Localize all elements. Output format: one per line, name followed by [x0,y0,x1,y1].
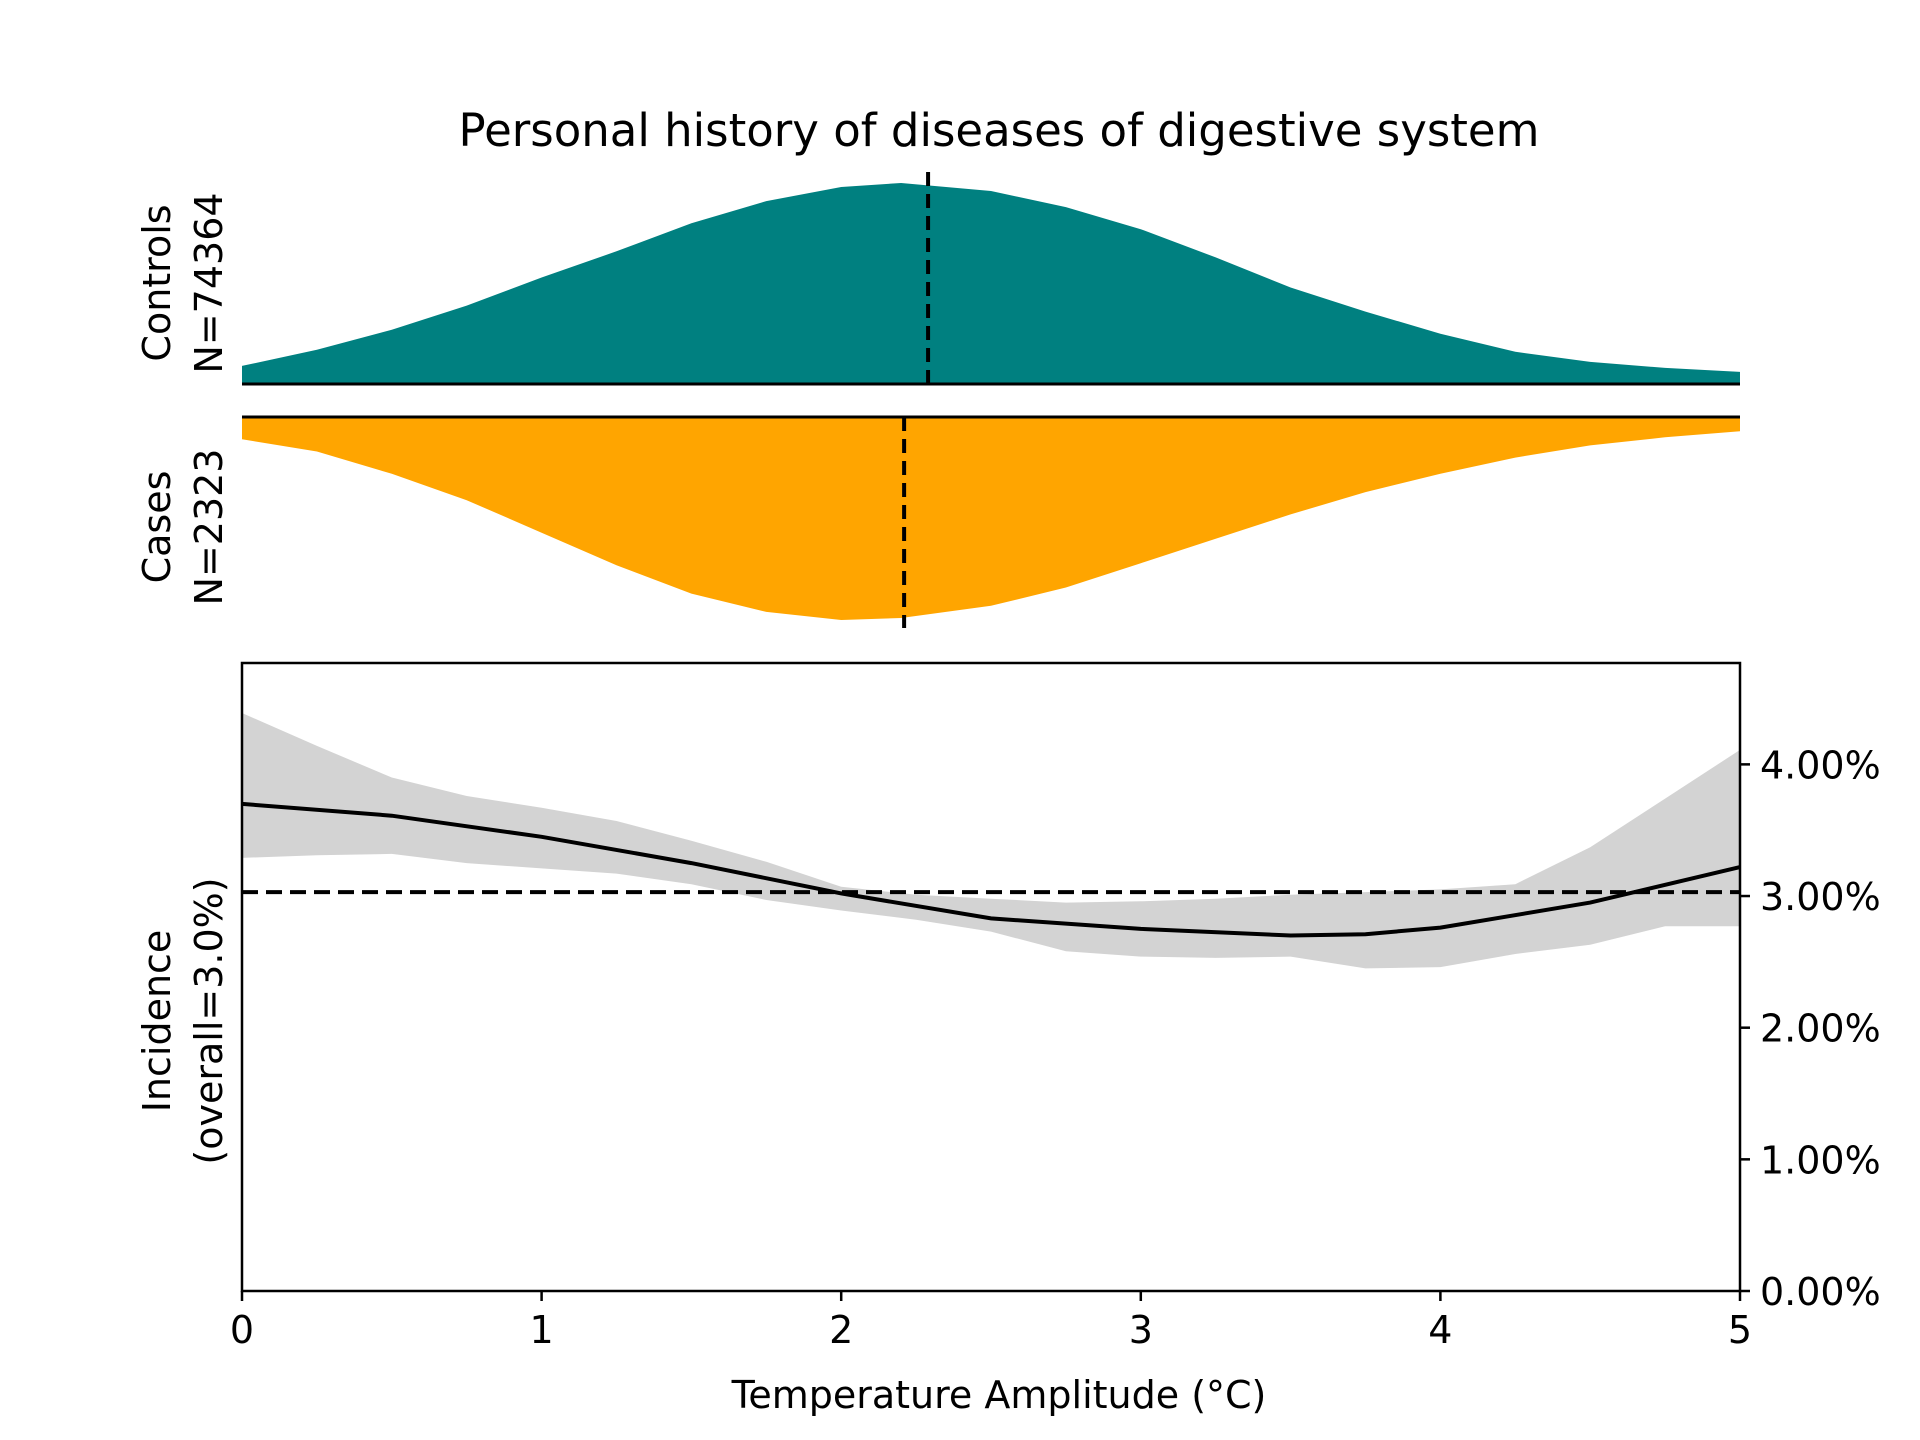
incidence-ylabel-line1: Incidence [135,930,179,1113]
confidence-band [242,713,1740,969]
controls-ylabel-line2: N=74364 [187,192,231,373]
cases-panel: Cases N=2323 [135,415,1740,628]
y-tick-label: 3.00% [1760,875,1881,919]
y-tick-label: 2.00% [1760,1007,1881,1051]
x-tick-label: 0 [230,1308,254,1352]
x-tick-label: 3 [1129,1308,1153,1352]
x-tick-label: 5 [1728,1308,1752,1352]
x-tick-label: 1 [530,1308,554,1352]
cases-density-area [242,417,1740,620]
incidence-panel: 0 1 2 3 4 5 0.00% 1.00% 2.00% 3.00% 4.00% Inciden… [135,661,1881,1417]
y-tick-label: 4.00% [1760,743,1881,787]
controls-density-area [242,183,1740,384]
controls-panel: Controls N=74364 [135,172,1740,386]
y-tick-label: 1.00% [1760,1138,1881,1182]
plot-frame [240,661,1742,1293]
controls-ylabel-line1: Controls [135,204,179,361]
x-axis-ticks: 0 1 2 3 4 5 [230,1291,1752,1352]
incidence-ylabel-line2: (overall=3.0%) [187,877,231,1164]
incidence-curve [241,801,1741,938]
cases-ylabel-line2: N=2323 [187,449,231,606]
cases-ylabel-line1: Cases [135,471,179,584]
x-tick-label: 2 [829,1308,853,1352]
x-axis-label: Temperature Amplitude (°C) [731,1373,1267,1417]
chart-title: Personal history of diseases of digestiv… [459,104,1540,157]
y-tick-label: 0.00% [1760,1270,1881,1314]
y-axis-ticks: 0.00% 1.00% 2.00% 3.00% 4.00% [1740,743,1881,1314]
x-tick-label: 4 [1428,1308,1452,1352]
